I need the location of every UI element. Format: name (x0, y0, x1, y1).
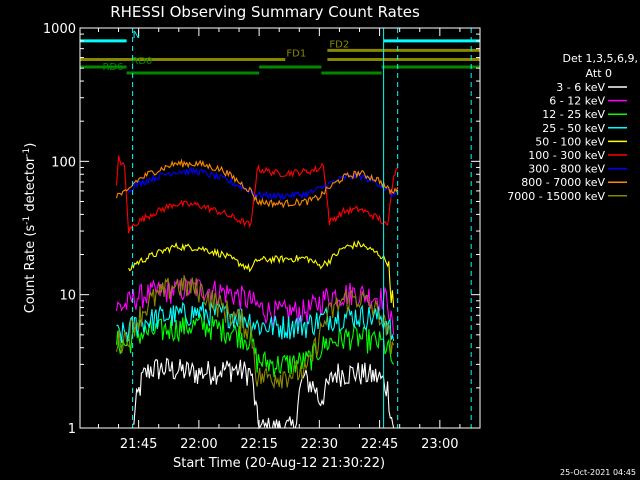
series-line-5 (115, 155, 398, 234)
series-line-4 (128, 239, 395, 308)
x-tick-label-0: 21:45 (120, 437, 157, 452)
x-axis: 21:45 22:00 22:15 22:30 22:45 23:00 (97, 28, 461, 452)
legend-label-7: 800 - 7000 keV (521, 176, 605, 189)
y-axis-label-sup2: -1 (22, 148, 32, 157)
x-tick-label-2: 22:15 (240, 437, 277, 452)
series-line-2 (115, 312, 395, 378)
legend-label-3: 25 - 50 keV (542, 122, 605, 135)
series-line-7 (115, 158, 399, 209)
flag-bars-layer: N FD1 FD2 RD0 RD6 (80, 30, 480, 75)
x-tick-label-3: 22:30 (301, 437, 338, 452)
x-axis-label: Start Time (20-Aug-12 21:30:22) (173, 456, 385, 471)
x-tick-label-1: 22:00 (180, 437, 217, 452)
y-axis: 1 10 100 1000 (43, 22, 480, 437)
y-tick-label-0: 1 (68, 422, 76, 437)
legend-header-attenuator: Att 0 (586, 67, 612, 80)
y-axis-label-main: Count Rate (s (23, 225, 38, 314)
y-axis-label: Count Rate (s-1 detector-1) (22, 143, 38, 314)
footer-timestamp: 25-Oct-2021 04:45 (560, 468, 636, 477)
legend-label-1: 6 - 12 keV (549, 95, 605, 108)
legend-label-5: 100 - 300 keV (528, 149, 605, 162)
plot-frame (79, 27, 481, 429)
flag-label-rd0: RD0 (131, 56, 152, 67)
legend-label-8: 7000 - 15000 keV (507, 190, 605, 203)
flag-label-n: N (133, 30, 140, 41)
flag-label-fd2: FD2 (329, 39, 349, 50)
series-line-8 (115, 275, 395, 390)
y-tick-label-2: 100 (51, 155, 76, 170)
x-tick-label-5: 23:00 (421, 437, 458, 452)
y-tick-label-1: 10 (59, 289, 76, 304)
y-axis-label-mid: detector (23, 156, 38, 216)
legend-label-6: 300 - 800 keV (528, 163, 605, 176)
legend-label-4: 50 - 100 keV (535, 135, 605, 148)
chart-title: RHESSI Observing Summary Count Rates (110, 3, 420, 21)
series-line-0 (132, 357, 395, 430)
y-axis-label-sup1: -1 (22, 216, 32, 225)
legend-label-2: 12 - 25 keV (542, 108, 605, 121)
x-tick-label-4: 22:45 (361, 437, 398, 452)
data-series-layer (115, 155, 399, 430)
legend-label-0: 3 - 6 keV (556, 81, 605, 94)
y-axis-label-end: ) (23, 143, 38, 148)
flag-label-fd1: FD1 (286, 49, 306, 60)
flag-label-rd6: RD6 (102, 62, 123, 73)
y-tick-label-3: 1000 (43, 22, 76, 37)
legend-header-detectors: Det 1,3,5,6,9, (562, 52, 638, 65)
